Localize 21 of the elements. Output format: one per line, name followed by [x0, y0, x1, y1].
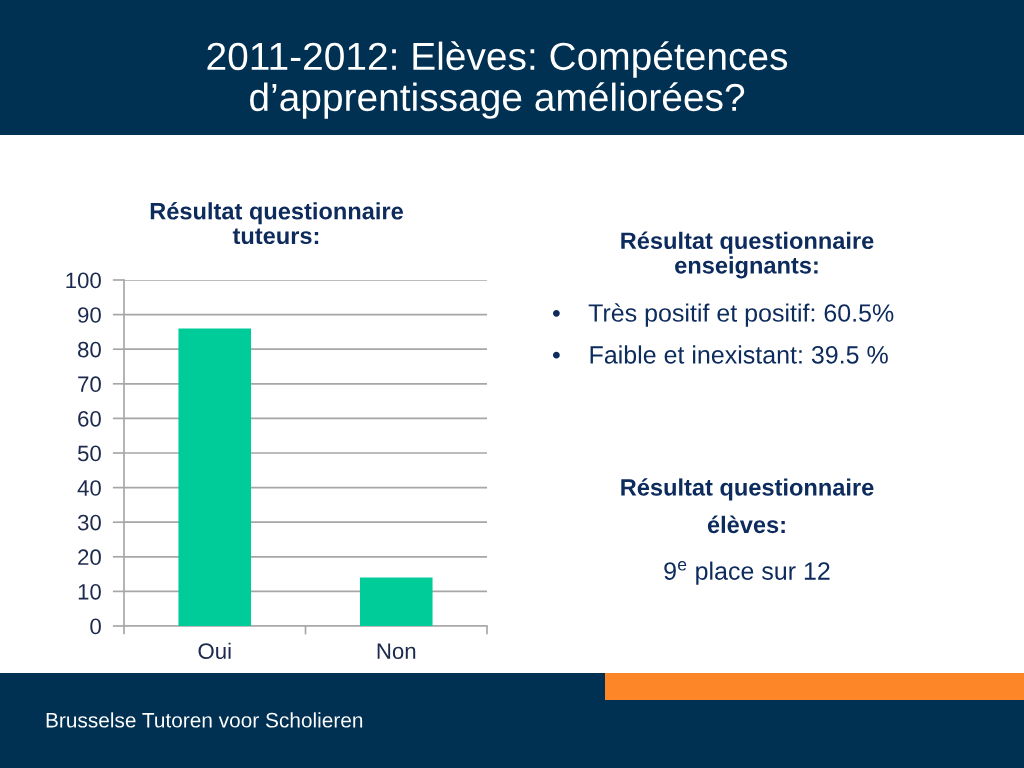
text: Brusselse Tutoren voor Scholieren [46, 712, 363, 728]
y-tick-label: 50 [77, 445, 101, 462]
y-tick-label: 30 [77, 514, 101, 531]
chart-title: 2011-2012: Elèves: Compétences d’apprentissage améliorées? [207, 41, 788, 119]
y-tick-label: 100 [66, 272, 101, 289]
y-tick-label: 70 [78, 376, 101, 393]
y-tick-label: 90 [78, 307, 101, 323]
chart-subtitle: Résultat questionnaire tuteurs: [150, 202, 403, 245]
y-tick-label: 40 [77, 480, 101, 496]
y-tick-label: 60 [78, 410, 101, 427]
x-tick-label: Oui [198, 642, 231, 659]
x-tick-label: Non [377, 643, 416, 659]
text: Résultat questionnaire enseignants: [621, 231, 874, 279]
y-tick-label: 10 [78, 583, 101, 600]
text: Résultat questionnaire élèves: [621, 478, 874, 534]
y-tick-label: 0 [90, 618, 101, 635]
y-tick-label: 80 [78, 341, 101, 358]
text: • Très positif et positif: 60.5% [552, 303, 894, 327]
text: • Faible et inexistant: 39.5 % [552, 345, 888, 364]
text: 9$^{e}$ place sur 12 [664, 561, 830, 585]
y-tick-label: 20 [78, 549, 101, 566]
